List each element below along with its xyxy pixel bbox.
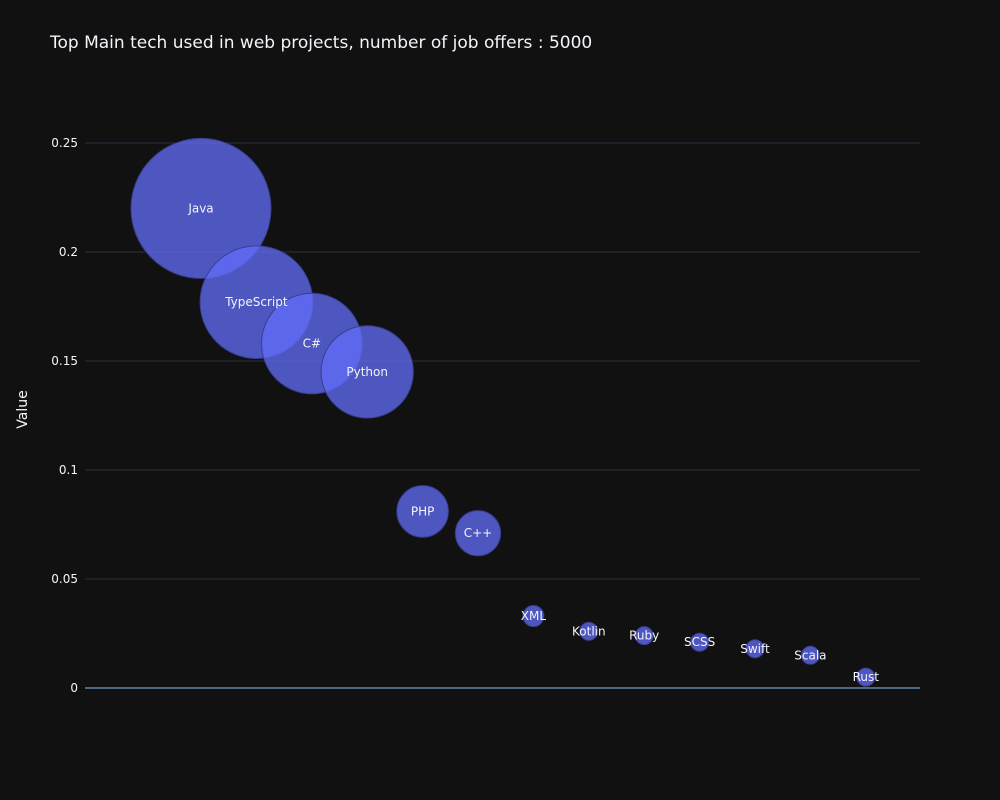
bubble-layer: [130, 137, 876, 687]
bubble-label: Ruby: [629, 629, 659, 643]
bubble-swift[interactable]: [745, 639, 765, 659]
y-tick-label: 0.2: [59, 245, 78, 259]
bubble-label: TypeScript: [224, 295, 288, 309]
bubble-label: Swift: [740, 642, 770, 656]
y-tick-label: 0.05: [51, 572, 78, 586]
bubble-c-[interactable]: [454, 510, 502, 557]
bubble-kotlin[interactable]: [579, 621, 599, 641]
grid-layer: [85, 142, 920, 689]
y-axis-title[interactable]: Value: [15, 390, 31, 428]
bubble-label: Kotlin: [572, 624, 606, 638]
bubble-label: PHP: [411, 504, 435, 518]
bubble-python[interactable]: [320, 325, 414, 419]
bubble-label: SCSS: [684, 635, 715, 649]
bubble-label: Python: [346, 365, 388, 379]
bubble-label: Rust: [853, 670, 880, 684]
bubble-label: Java: [187, 201, 213, 215]
bubble-scss[interactable]: [690, 632, 710, 652]
bubble-label: Scala: [794, 648, 826, 662]
bubble-java[interactable]: [130, 137, 272, 279]
chart-title: Top Main tech used in web projects, numb…: [50, 33, 593, 53]
y-tick-label: 0.25: [51, 136, 78, 150]
bubble-scala[interactable]: [800, 645, 820, 665]
bubble-xml[interactable]: [522, 605, 545, 628]
y-tick-label: 0.1: [59, 463, 78, 477]
bubble-label: XML: [521, 609, 547, 623]
bubble-label: C++: [464, 526, 493, 540]
y-tick-label: 0.15: [51, 354, 78, 368]
axis-layer: 0 0.05 0.1 0.15 0.2 0.25 Value: [15, 136, 78, 695]
label-layer: Java TypeScript C# Python PHP C++ XML Kotlin Rub…: [187, 201, 879, 684]
bubble-php[interactable]: [396, 485, 449, 538]
bubble-label: C#: [303, 337, 321, 351]
y-tick-label: 0: [70, 681, 78, 695]
bubble-rust[interactable]: [856, 667, 876, 687]
bubble-ruby[interactable]: [634, 626, 654, 646]
